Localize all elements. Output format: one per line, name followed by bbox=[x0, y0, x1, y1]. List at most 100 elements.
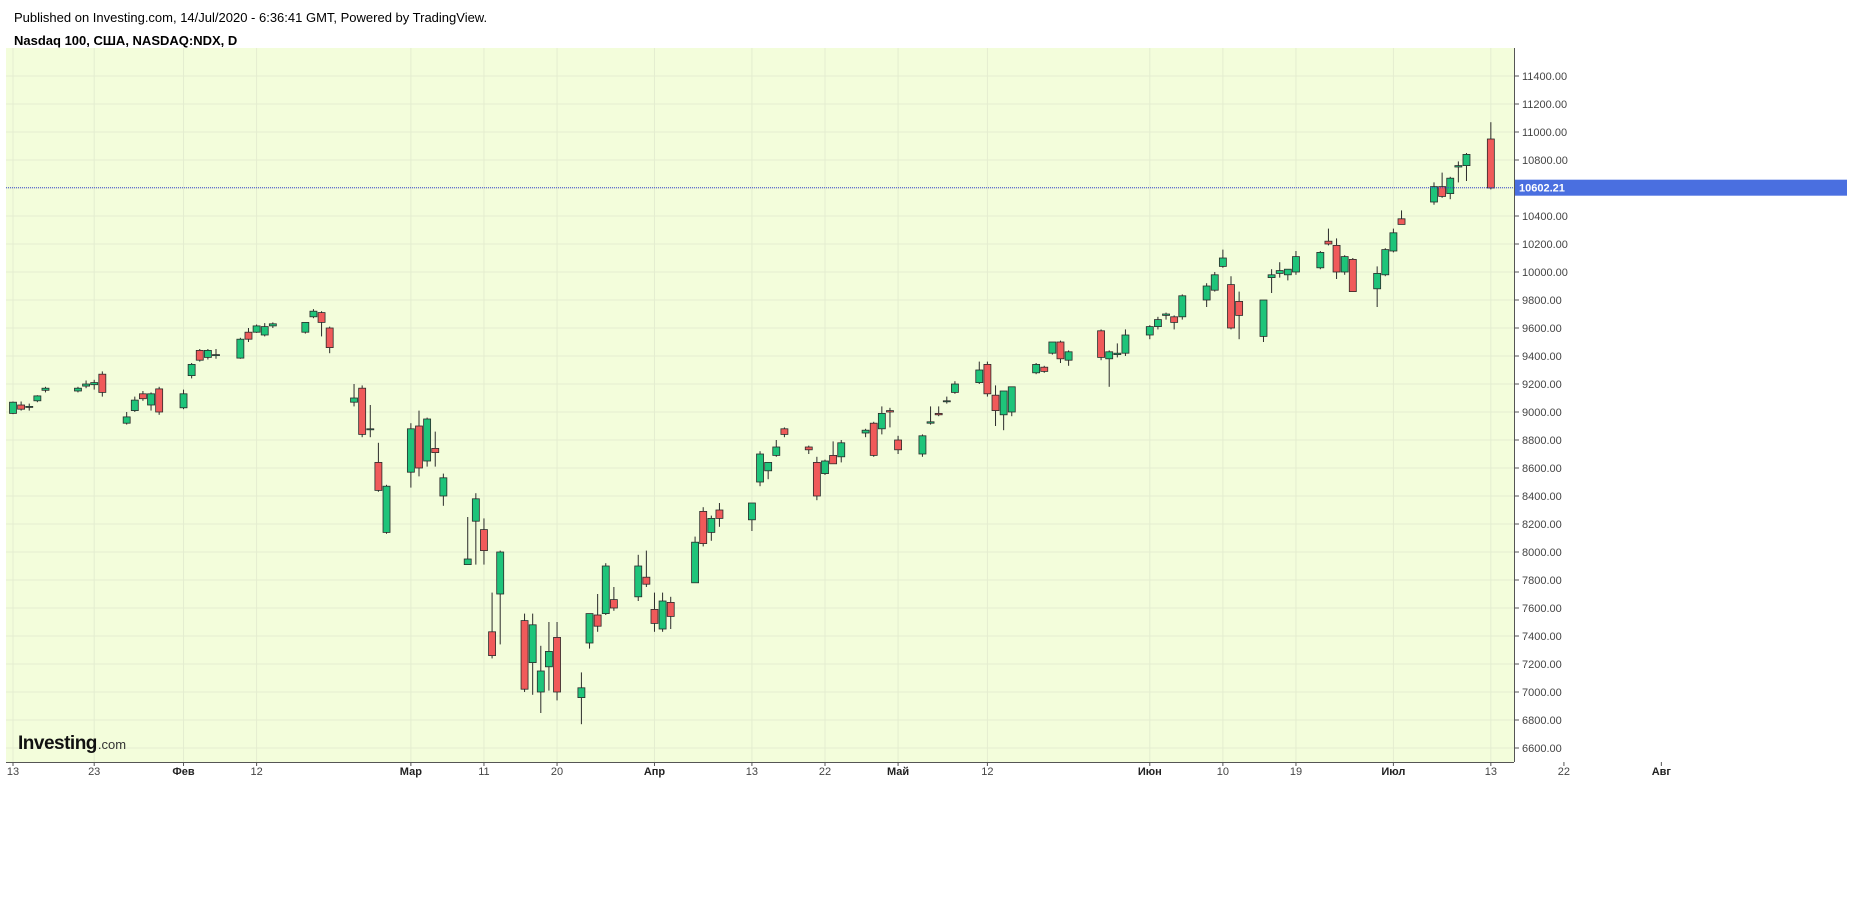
y-tick-label: 7200.00 bbox=[1522, 659, 1562, 671]
x-tick-label: 13 bbox=[1485, 766, 1497, 778]
candle bbox=[999, 390, 1008, 431]
candle bbox=[829, 441, 838, 465]
x-tick-label: Май bbox=[887, 766, 909, 778]
candle bbox=[415, 410, 423, 477]
candle bbox=[187, 363, 196, 379]
candle bbox=[1340, 255, 1349, 275]
candle bbox=[780, 427, 789, 438]
candle-body-down bbox=[374, 461, 383, 491]
candle bbox=[1007, 386, 1016, 417]
candle-body-down bbox=[715, 509, 724, 519]
candle bbox=[1170, 315, 1179, 330]
candle-body-up bbox=[821, 460, 829, 474]
candle-body-down bbox=[869, 422, 878, 456]
candle bbox=[1462, 153, 1471, 181]
candle-body-up bbox=[772, 446, 781, 456]
candle bbox=[1145, 325, 1154, 340]
published-note: Published on Investing.com, 14/Jul/2020 … bbox=[14, 10, 488, 25]
candle bbox=[252, 324, 261, 333]
candle-body-up bbox=[536, 670, 545, 693]
candle-body-up bbox=[301, 321, 310, 333]
candle bbox=[471, 493, 480, 565]
candle-body-up bbox=[1373, 272, 1382, 290]
candle-body-down bbox=[358, 387, 367, 435]
candle-body-up bbox=[179, 393, 188, 409]
candle-body-down bbox=[553, 637, 561, 693]
candle-body-down bbox=[17, 404, 26, 410]
candle bbox=[951, 381, 959, 394]
candle-body-down bbox=[317, 312, 326, 323]
candle bbox=[520, 613, 529, 692]
candle-body-up bbox=[406, 428, 415, 473]
candle-body-up bbox=[1105, 351, 1114, 360]
candle bbox=[9, 401, 17, 415]
x-axis-panel[interactable] bbox=[0, 762, 1853, 924]
candle bbox=[195, 349, 204, 362]
x-tick-label: 13 bbox=[746, 766, 758, 778]
candle bbox=[301, 321, 310, 334]
candle-body-up bbox=[1032, 363, 1041, 374]
candle-body-up bbox=[926, 421, 935, 424]
candle bbox=[463, 517, 472, 565]
y-tick-label: 6600.00 bbox=[1522, 743, 1562, 755]
y-tick-label: 8600.00 bbox=[1522, 463, 1562, 475]
candle bbox=[1235, 291, 1244, 340]
candle bbox=[325, 326, 334, 354]
candle bbox=[1056, 340, 1065, 363]
symbol-title: Nasdaq 100, США, NASDAQ:NDX, D bbox=[14, 33, 238, 48]
investing-logo[interactable]: Investing .com bbox=[18, 733, 126, 754]
candle bbox=[212, 349, 220, 359]
candle bbox=[406, 423, 415, 488]
candle-body-down bbox=[1348, 258, 1357, 292]
candle-body-up bbox=[366, 428, 375, 431]
x-tick-label: 19 bbox=[1290, 766, 1302, 778]
candle-body-up bbox=[1462, 153, 1471, 166]
candle-body-up bbox=[601, 565, 610, 614]
candle bbox=[983, 361, 992, 397]
candle-body-down bbox=[829, 454, 838, 465]
x-tick-label: 11 bbox=[478, 766, 489, 778]
candle bbox=[585, 613, 594, 649]
candle-body-up bbox=[74, 387, 82, 392]
y-tick-label: 9800.00 bbox=[1522, 295, 1562, 307]
candle bbox=[545, 622, 553, 691]
candle bbox=[1454, 161, 1463, 183]
candle bbox=[707, 515, 716, 541]
candle bbox=[1348, 258, 1357, 292]
x-tick-label: 10 bbox=[1217, 766, 1229, 778]
candle-body-up bbox=[1202, 285, 1211, 301]
candle bbox=[1324, 228, 1333, 246]
candle-body-up bbox=[33, 395, 42, 402]
candle bbox=[715, 503, 724, 527]
y-tick-label: 7400.00 bbox=[1522, 631, 1562, 643]
candle bbox=[139, 391, 147, 401]
candle-body-up bbox=[1154, 319, 1162, 328]
candle bbox=[894, 435, 902, 454]
candle bbox=[147, 392, 155, 411]
candle bbox=[593, 594, 602, 632]
candle bbox=[1259, 299, 1268, 342]
candle bbox=[98, 371, 107, 397]
y-tick-label: 8400.00 bbox=[1522, 491, 1562, 503]
candle bbox=[1283, 268, 1292, 281]
candle-body-up bbox=[41, 387, 50, 391]
candle bbox=[528, 613, 537, 695]
last-price-badge: 10602.21 bbox=[1515, 179, 1847, 196]
candle bbox=[1332, 238, 1341, 279]
candle bbox=[861, 428, 870, 438]
gridlines bbox=[6, 48, 1662, 762]
candle-body-down bbox=[488, 631, 496, 656]
candle bbox=[1097, 329, 1105, 361]
candle bbox=[260, 323, 269, 337]
candle bbox=[1316, 251, 1325, 270]
candle-body-up bbox=[1340, 256, 1349, 273]
candle bbox=[1218, 249, 1227, 268]
candle bbox=[431, 431, 440, 467]
y-tick-label: 8200.00 bbox=[1522, 519, 1562, 531]
candle bbox=[609, 587, 618, 611]
candle-body-down bbox=[195, 349, 204, 361]
candle-body-up bbox=[268, 323, 277, 327]
candle-body-down bbox=[593, 614, 602, 627]
x-tick-label: 20 bbox=[551, 766, 563, 778]
